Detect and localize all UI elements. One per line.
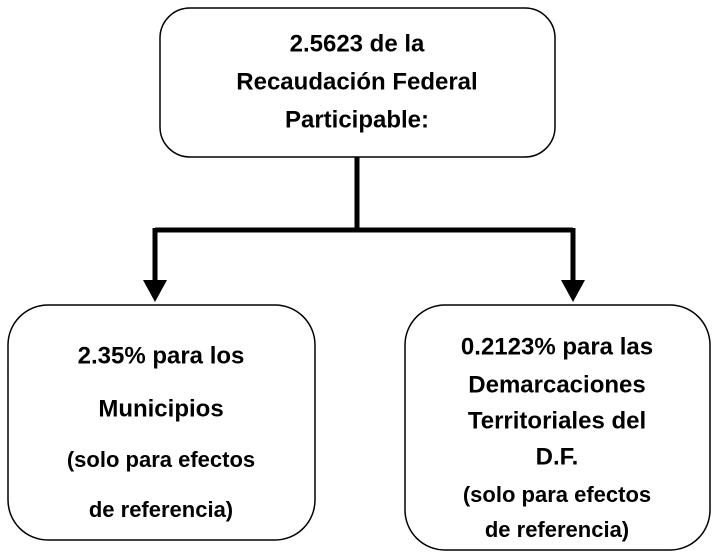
node-text: de referencia): [89, 497, 233, 522]
node-text: (solo para efectos: [67, 447, 255, 472]
node-text: 0.2123% para las: [461, 333, 653, 360]
left-box: [7, 304, 316, 541]
node-text: de referencia): [485, 517, 629, 542]
arrow-head: [143, 280, 167, 302]
node-text: Participable:: [285, 106, 429, 133]
node-text: Territoriales del: [468, 407, 646, 434]
node-text: 2.5623 de la: [290, 30, 425, 57]
node-text: Demarcaciones: [468, 371, 645, 398]
node-text: Municipios: [98, 395, 223, 422]
node-text: D.F.: [536, 443, 579, 470]
node-text: Recaudación Federal: [236, 68, 477, 95]
connector: [152, 157, 576, 285]
node-text: (solo para efectos: [463, 482, 651, 507]
node-text: 2.35% para los: [78, 342, 245, 369]
arrow-head: [561, 280, 585, 302]
right-box: [404, 304, 711, 551]
